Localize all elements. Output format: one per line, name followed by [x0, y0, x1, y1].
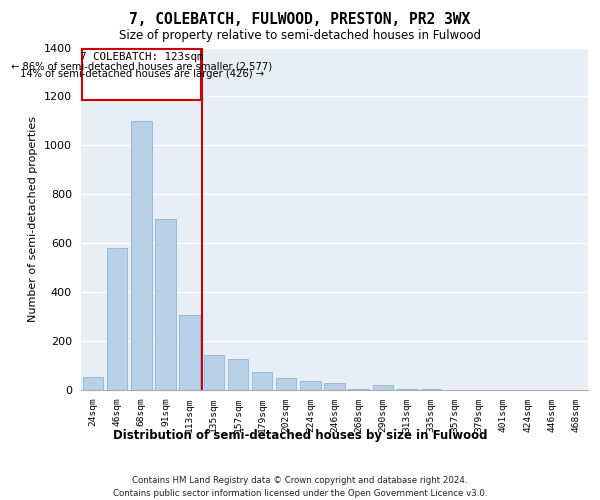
Bar: [155, 219, 176, 390]
Text: ← 86% of semi-detached houses are smaller (2,577): ← 86% of semi-detached houses are smalle…: [11, 62, 272, 72]
Bar: [300, 380, 320, 390]
Text: Contains HM Land Registry data © Crown copyright and database right 2024.
Contai: Contains HM Land Registry data © Crown c…: [113, 476, 487, 498]
Bar: [107, 248, 127, 390]
Text: 7 COLEBATCH: 123sqm: 7 COLEBATCH: 123sqm: [80, 52, 203, 62]
Bar: [397, 389, 417, 390]
Text: 14% of semi-detached houses are larger (426) →: 14% of semi-detached houses are larger (…: [20, 69, 264, 79]
FancyBboxPatch shape: [82, 48, 201, 100]
Bar: [276, 378, 296, 390]
Bar: [83, 376, 103, 390]
Bar: [179, 316, 200, 390]
Text: 7, COLEBATCH, FULWOOD, PRESTON, PR2 3WX: 7, COLEBATCH, FULWOOD, PRESTON, PR2 3WX: [130, 12, 470, 28]
Text: Size of property relative to semi-detached houses in Fulwood: Size of property relative to semi-detach…: [119, 29, 481, 42]
Y-axis label: Number of semi-detached properties: Number of semi-detached properties: [28, 116, 38, 322]
Bar: [373, 384, 393, 390]
Text: Distribution of semi-detached houses by size in Fulwood: Distribution of semi-detached houses by …: [113, 430, 487, 442]
Bar: [252, 372, 272, 390]
Bar: [131, 121, 152, 390]
Bar: [324, 383, 345, 390]
Bar: [349, 389, 369, 390]
Bar: [203, 354, 224, 390]
Bar: [227, 360, 248, 390]
